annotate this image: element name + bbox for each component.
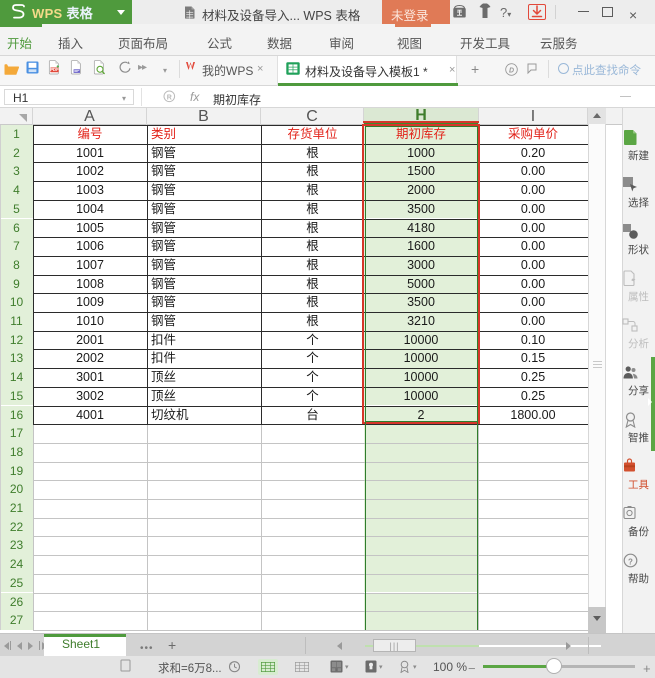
svg-text:PDF: PDF (50, 67, 59, 72)
svg-text:?: ? (628, 557, 633, 566)
svg-text:R: R (167, 94, 172, 101)
svg-text:D: D (509, 67, 514, 74)
